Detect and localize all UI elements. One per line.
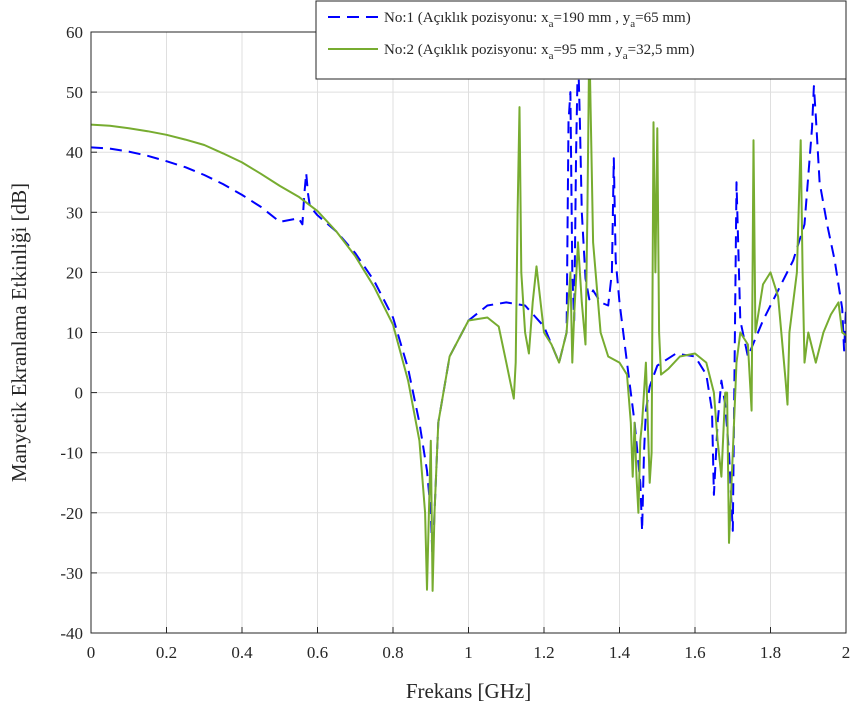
series-line-2	[91, 37, 846, 592]
legend-entry-2: No:2 (Açıklık pozisyonu: xa=95 mm , ya=3…	[384, 42, 694, 62]
legend-text-suffix: =32,5 mm)	[628, 42, 695, 58]
y-tick-label: -30	[60, 564, 83, 583]
y-axis-label: Manyetik Ekranlama Etkinliği [dB]	[7, 183, 31, 482]
x-axis-ticks: 0 0.2 0.4 0.6 0.8 1 1.2 1.4 1.6 1.8 2	[87, 627, 851, 662]
legend-text-sub1: a	[549, 18, 554, 30]
legend-box	[315, 0, 847, 80]
x-axis-label: Frekans [GHz]	[406, 679, 531, 703]
y-tick-label: 20	[66, 263, 83, 282]
y-tick-label: -10	[60, 444, 83, 463]
legend-entry-1: No:1 (Açıklık pozisyonu: xa=190 mm , ya=…	[384, 10, 691, 30]
x-tick-label: 1.6	[684, 643, 705, 662]
y-tick-label: 50	[66, 83, 83, 102]
y-tick-label: 60	[66, 23, 83, 42]
x-tick-label: 0.8	[382, 643, 403, 662]
y-tick-label: -40	[60, 624, 83, 643]
y-tick-label: -20	[60, 504, 83, 523]
legend-text-mid: =190 mm , y	[553, 10, 630, 26]
y-tick-label: 0	[75, 384, 84, 403]
x-tick-label: 0	[87, 643, 96, 662]
legend-text-sub2: a	[623, 50, 628, 62]
plot-area	[91, 37, 846, 592]
x-tick-label: 1.4	[609, 643, 631, 662]
legend-text-prefix: No:1 (Açıklık pozisyonu: x	[384, 10, 549, 26]
legend-text-sub1: a	[549, 50, 554, 62]
x-tick-label: 1	[464, 643, 473, 662]
y-axis-ticks: -40 -30 -20 -10 0 10 20 30 40 50 60	[60, 23, 97, 643]
legend-text-suffix: =65 mm)	[635, 10, 691, 26]
x-tick-label: 0.2	[156, 643, 177, 662]
legend-text-sub2: a	[630, 18, 635, 30]
legend-text-mid: =95 mm , y	[553, 42, 623, 58]
legend-text-prefix: No:2 (Açıklık pozisyonu: x	[384, 42, 549, 58]
legend: No:1 (Açıklık pozisyonu: xa=190 mm , ya=…	[315, 0, 847, 80]
y-tick-label: 30	[66, 203, 83, 222]
x-tick-label: 1.8	[760, 643, 781, 662]
x-tick-label: 0.4	[231, 643, 253, 662]
x-tick-label: 0.6	[307, 643, 328, 662]
x-tick-label: 1.2	[533, 643, 554, 662]
x-tick-label: 2	[842, 643, 851, 662]
y-tick-label: 40	[66, 143, 83, 162]
y-tick-label: 10	[66, 324, 83, 343]
